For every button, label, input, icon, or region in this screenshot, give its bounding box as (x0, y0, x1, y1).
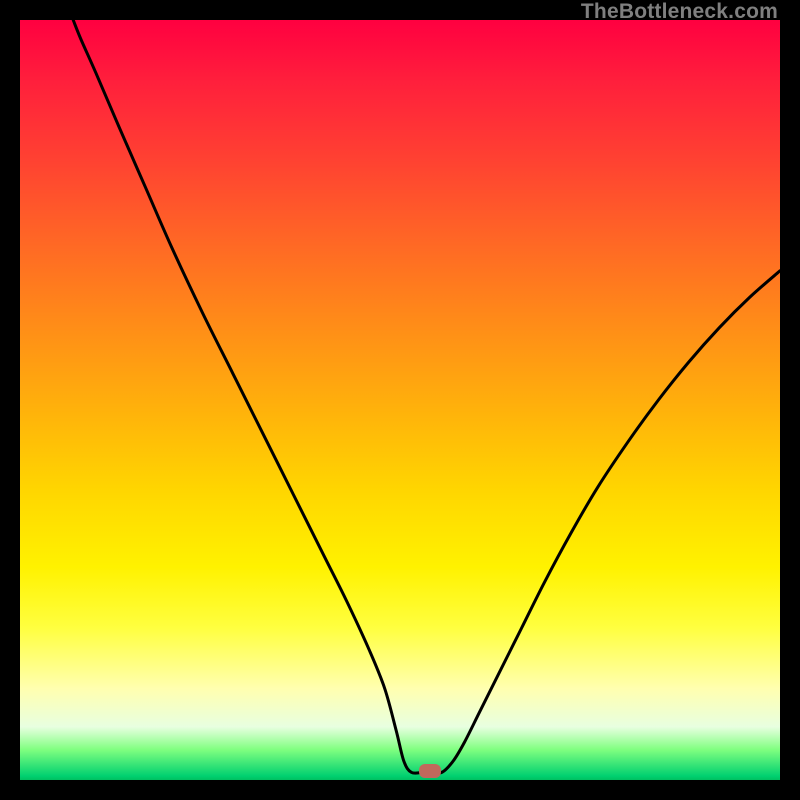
chart-frame: TheBottleneck.com (0, 0, 800, 800)
bottleneck-curve (20, 20, 780, 780)
watermark-text: TheBottleneck.com (581, 0, 778, 24)
plot-area (20, 20, 780, 780)
optimal-point-marker (419, 764, 441, 778)
